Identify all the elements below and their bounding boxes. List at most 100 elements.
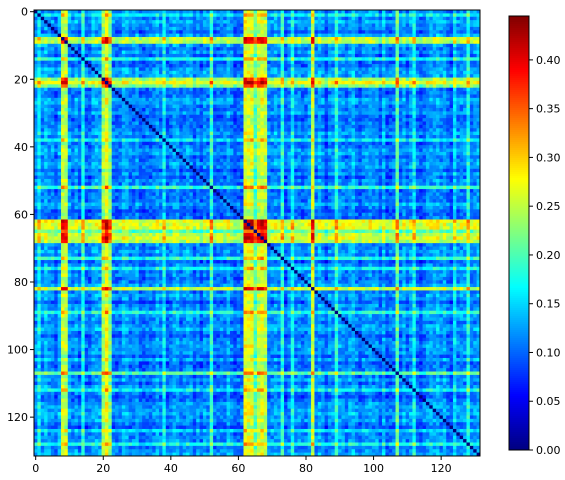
heatmap-cell [94, 57, 99, 62]
heatmap-cell [425, 43, 430, 48]
heatmap-cell [267, 97, 271, 102]
heatmap-cell [473, 43, 477, 48]
heatmap-cell [378, 80, 383, 85]
heatmap-cell [338, 50, 342, 55]
heatmap-cell [338, 135, 342, 139]
heatmap-cell [395, 135, 400, 139]
heatmap-cell [145, 47, 150, 51]
heatmap-cell [358, 94, 363, 99]
heatmap-cell [34, 57, 38, 62]
heatmap-cell [307, 104, 312, 109]
heatmap-cell [287, 107, 292, 112]
heatmap-cell [452, 80, 457, 85]
heatmap-cell [34, 124, 38, 129]
heatmap-cell [246, 37, 251, 41]
heatmap-cell [189, 84, 194, 89]
heatmap-cell [300, 53, 305, 58]
heatmap-cell [341, 43, 346, 48]
heatmap-cell [473, 91, 477, 95]
heatmap-cell [179, 101, 184, 105]
heatmap-cell [88, 26, 92, 31]
heatmap-cell [54, 13, 59, 18]
heatmap-cell [44, 50, 48, 55]
heatmap-cell [442, 91, 447, 95]
heatmap-cell [226, 43, 231, 48]
heatmap-cell [449, 20, 454, 24]
heatmap-cell [81, 70, 86, 75]
heatmap-cell [84, 43, 89, 48]
heatmap-cell [145, 60, 150, 65]
heatmap-cell [152, 91, 156, 95]
heatmap-cell [213, 118, 217, 122]
heatmap-cell [189, 87, 194, 92]
heatmap-cell [469, 16, 474, 21]
heatmap-cell [300, 104, 305, 109]
heatmap-cell [223, 64, 227, 68]
heatmap-cell [331, 30, 336, 35]
heatmap-cell [186, 135, 190, 139]
heatmap-cell [473, 64, 477, 68]
heatmap-cell [246, 47, 251, 51]
heatmap-cell [121, 60, 126, 65]
heatmap-cell [50, 53, 55, 58]
heatmap-cell [44, 107, 48, 112]
heatmap-cell [219, 124, 224, 129]
heatmap-cell [280, 23, 285, 28]
heatmap-cell [466, 104, 471, 109]
heatmap-cell [257, 124, 261, 129]
heatmap-cell [186, 91, 190, 95]
heatmap-cell [469, 77, 474, 82]
heatmap-cell [226, 23, 231, 28]
heatmap-cell [47, 33, 52, 38]
heatmap-cell [44, 33, 48, 38]
heatmap-cell [50, 101, 55, 105]
heatmap-cell [138, 60, 143, 65]
heatmap-cell [419, 13, 423, 18]
heatmap-cell [233, 87, 238, 92]
heatmap-cell [148, 91, 153, 95]
heatmap-cell [257, 84, 261, 89]
heatmap-cell [327, 80, 332, 85]
heatmap-cell [476, 60, 481, 65]
heatmap-cell [138, 135, 143, 139]
heatmap-cell [429, 118, 434, 122]
heatmap-cell [67, 26, 72, 31]
heatmap-cell [334, 40, 339, 45]
heatmap-cell [321, 135, 325, 139]
heatmap-cell [104, 101, 109, 105]
heatmap-cell [321, 47, 325, 51]
heatmap-cell [263, 84, 268, 89]
heatmap-cell [429, 16, 434, 21]
heatmap-cell [118, 26, 123, 31]
heatmap-cell [277, 57, 282, 62]
heatmap-cell [152, 124, 156, 129]
heatmap-cell [324, 107, 329, 112]
heatmap-cell [192, 77, 197, 82]
heatmap-cell [314, 13, 319, 18]
heatmap-cell [121, 64, 126, 68]
heatmap-cell [162, 70, 167, 75]
heatmap-cell [267, 20, 271, 24]
heatmap-cell [128, 43, 133, 48]
heatmap-cell [47, 70, 52, 75]
heatmap-cell [263, 74, 268, 78]
heatmap-cell [388, 53, 393, 58]
heatmap-cell [240, 70, 244, 75]
heatmap-cell [250, 131, 254, 136]
heatmap-cell [473, 114, 477, 119]
heatmap-cell [142, 57, 146, 62]
heatmap-cell [128, 77, 133, 82]
heatmap-cell [294, 97, 298, 102]
heatmap-cell [415, 57, 420, 62]
heatmap-cell [81, 124, 86, 129]
heatmap-cell [334, 60, 339, 65]
heatmap-cell [432, 94, 437, 99]
heatmap-cell [456, 37, 461, 41]
heatmap-cell [476, 67, 481, 72]
heatmap-cell [307, 37, 312, 41]
heatmap-cell [111, 77, 116, 82]
heatmap-cell [459, 70, 464, 75]
heatmap-cell [229, 70, 234, 75]
heatmap-cell [284, 70, 288, 75]
heatmap-cell [54, 111, 59, 116]
